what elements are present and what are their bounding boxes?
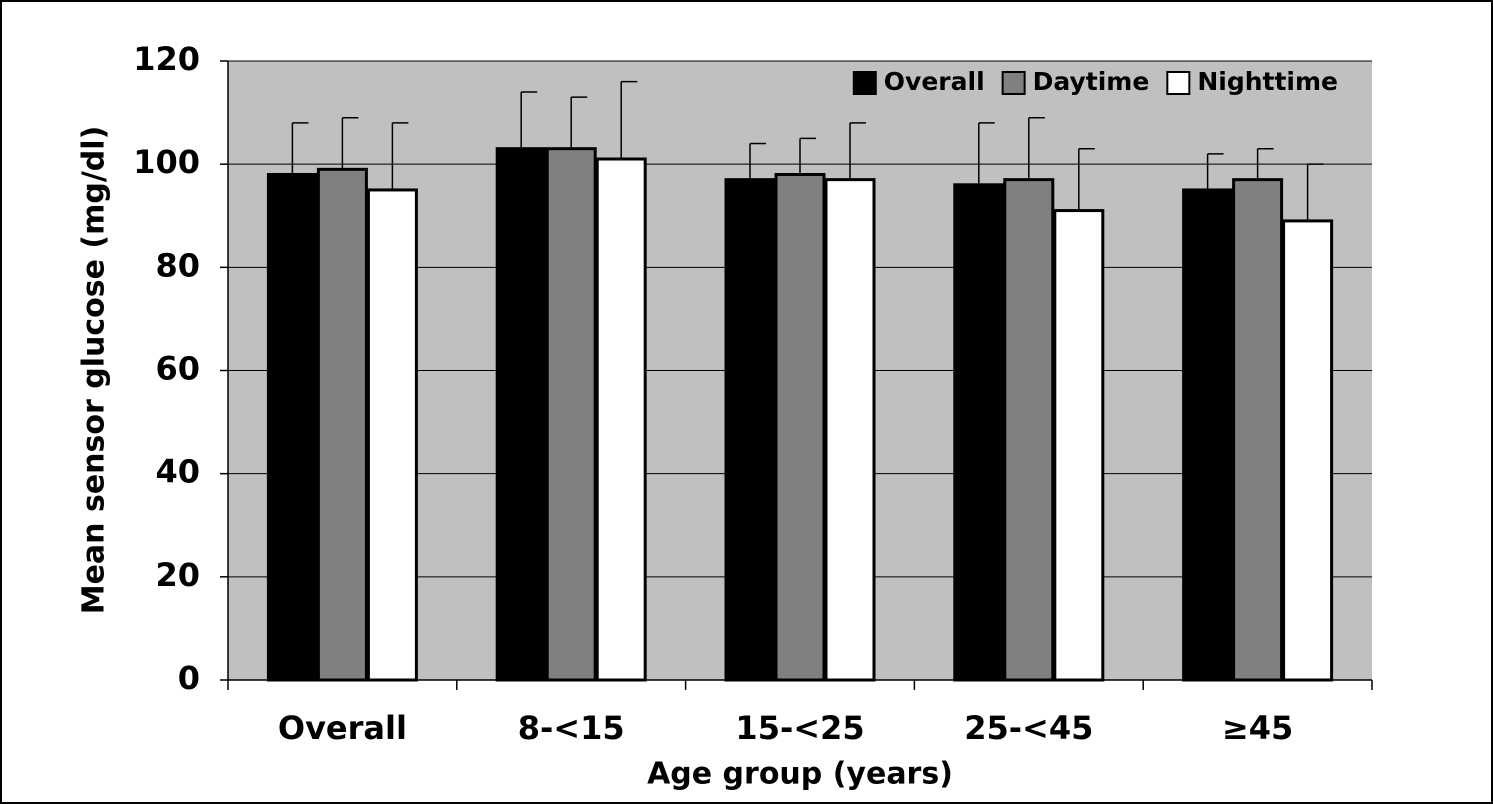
- bar: [774, 172, 826, 682]
- y-tick-label: 120: [133, 40, 200, 78]
- legend-swatch: [1166, 71, 1191, 95]
- x-tick-label: 8-<15: [518, 709, 625, 747]
- y-tick-label: 80: [155, 246, 200, 284]
- legend-swatch: [1001, 71, 1026, 95]
- legend-label: Nighttime: [1197, 67, 1338, 96]
- x-axis-title: Age group (years): [647, 757, 953, 792]
- x-tick-label: Overall: [278, 709, 407, 747]
- legend-label: Overall: [884, 67, 985, 96]
- legend-label: Daytime: [1033, 67, 1150, 96]
- bar: [545, 147, 597, 682]
- bar: [316, 167, 368, 682]
- legend-swatch: [852, 71, 877, 95]
- x-tick-label: 25-<45: [964, 709, 1093, 747]
- y-tick-label: 20: [155, 556, 200, 594]
- bar: [953, 183, 1005, 682]
- y-tick-label: 0: [178, 659, 200, 697]
- y-axis-title: Mean sensor glucose (mg/dl): [77, 126, 112, 615]
- y-tick-label: 40: [155, 453, 200, 491]
- x-tick-label: ≥45: [1222, 709, 1293, 747]
- bar: [1053, 209, 1105, 682]
- bar: [495, 147, 547, 682]
- bar: [1232, 178, 1284, 682]
- bar: [366, 188, 418, 682]
- bar: [595, 157, 647, 682]
- y-tick-label: 60: [155, 350, 200, 388]
- bar: [266, 172, 318, 682]
- x-tick-label: 15-<25: [735, 709, 864, 747]
- bar: [1003, 178, 1055, 682]
- bar: [1182, 188, 1234, 682]
- bar: [724, 178, 776, 682]
- y-tick-label: 100: [133, 143, 200, 181]
- bar: [1282, 219, 1334, 682]
- bar: [824, 178, 876, 682]
